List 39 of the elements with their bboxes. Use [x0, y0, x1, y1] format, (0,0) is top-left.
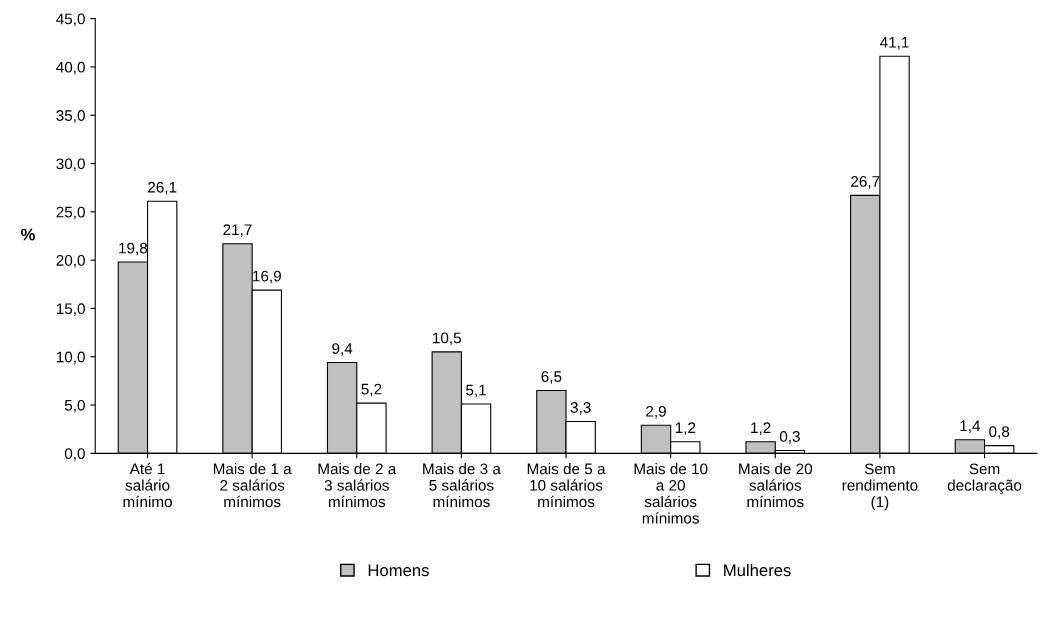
data-label: 6,5: [541, 371, 562, 384]
y-tick-label: 20,0: [56, 255, 85, 268]
data-label: 41,1: [880, 37, 909, 50]
legend-label: Mulheres: [724, 563, 791, 577]
data-label: 0,8: [989, 426, 1010, 439]
data-label: 21,7: [223, 224, 252, 237]
x-tick-label: Mais de 20 salários mínimos: [739, 463, 813, 508]
y-axis-title: %: [20, 228, 35, 241]
y-tick-label: 40,0: [56, 61, 85, 75]
x-tick-label: Mais de 5 a 10 salários mínimos: [527, 463, 606, 508]
x-tick-label: Mais de 3 a 5 salários mínimos: [423, 463, 501, 508]
data-label: 1,2: [751, 422, 771, 435]
data-label: 5,1: [466, 384, 486, 398]
y-tick-label: 25,0: [56, 206, 85, 220]
data-label: 0,3: [779, 431, 800, 444]
data-label: 2,9: [646, 405, 666, 419]
data-label: 9,4: [332, 343, 353, 356]
data-label: 10,5: [433, 332, 461, 346]
x-tick-label: Sem rendimento (1): [842, 463, 918, 511]
x-tick-label: Mais de 1 a 2 salários mínimos: [213, 463, 292, 508]
legend-label: Homens: [368, 564, 429, 577]
y-tick-label: 5,0: [64, 399, 85, 413]
y-tick-label: 15,0: [56, 303, 85, 316]
data-label: 26,1: [148, 181, 177, 195]
x-tick-label: Até 1 salário mínimo: [123, 462, 172, 508]
y-tick-label: 30,0: [56, 158, 85, 172]
y-tick-label: 0,0: [64, 448, 85, 461]
x-tick-label: Mais de 10 a 20 salários mínimos: [634, 463, 708, 524]
data-label: 1,4: [960, 420, 981, 434]
data-label: 16,9: [253, 270, 281, 284]
x-tick-label: Mais de 2 a 3 salários mínimos: [318, 463, 397, 508]
y-tick-label: 35,0: [56, 110, 85, 123]
data-label: 1,2: [675, 422, 696, 435]
y-tick-label: 10,0: [56, 351, 85, 365]
data-label: 5,2: [361, 383, 382, 397]
x-tick-label: Sem declaração: [947, 463, 1022, 494]
data-label: 19,8: [119, 242, 148, 256]
y-tick-label: 45,0: [56, 13, 85, 27]
data-label: 3,3: [570, 402, 591, 415]
